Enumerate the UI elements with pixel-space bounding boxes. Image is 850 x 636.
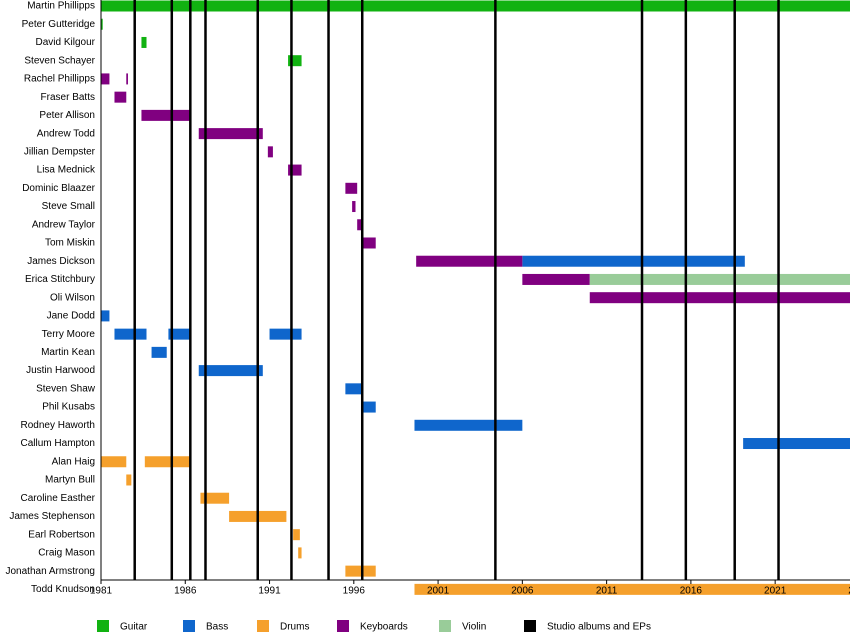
x-tick-label: 2026 (848, 586, 850, 597)
y-tick-label: Steven Shaw (36, 383, 96, 394)
x-tick-label: 2021 (764, 586, 787, 597)
y-tick-label: James Dickson (27, 256, 95, 267)
tenure-bar (352, 201, 356, 213)
tenure-bar (345, 383, 363, 395)
tenure-bar (151, 346, 167, 358)
tenure-bar (101, 73, 110, 85)
legend-swatch (183, 620, 195, 632)
y-tick-label: Rodney Haworth (21, 420, 95, 431)
x-tick-label: 1986 (174, 586, 197, 597)
tenure-bar (141, 109, 191, 121)
tenure-bar (743, 438, 850, 450)
tenure-bar (101, 456, 127, 468)
y-tick-label: Steve Small (42, 201, 95, 212)
tenure-bar (362, 237, 376, 249)
y-tick-label: Fraser Batts (41, 92, 95, 103)
tenure-bar (522, 273, 590, 285)
y-tick-label: Jonathan Armstrong (6, 566, 96, 577)
y-tick-label: Tom Miskin (45, 238, 95, 249)
y-tick-label: Caroline Easther (21, 493, 96, 504)
y-tick-label: David Kilgour (36, 37, 96, 48)
tenure-bar (522, 255, 745, 267)
tenure-bar (345, 182, 358, 194)
legend-label: Violin (462, 622, 486, 633)
tenure-bar (589, 292, 850, 304)
y-tick-label: Lisa Mednick (37, 165, 96, 176)
legend-label: Drums (280, 622, 309, 633)
x-tick-label: 1996 (343, 586, 366, 597)
x-tick-label: 2011 (596, 586, 618, 597)
y-tick-label: Justin Harwood (26, 365, 95, 376)
x-tick-label: 1981 (90, 586, 113, 597)
y-tick-label: Andrew Todd (37, 128, 95, 139)
tenure-bar (589, 273, 850, 285)
y-tick-label: Terry Moore (42, 329, 96, 340)
tenure-bar (114, 91, 127, 103)
tenure-bar (168, 328, 191, 340)
y-tick-label: Steven Schayer (24, 55, 95, 66)
y-tick-label: Martin Kean (41, 347, 95, 358)
y-tick-label: Phil Kusabs (42, 402, 95, 413)
tenure-bar (345, 565, 376, 577)
tenure-bar (298, 547, 302, 559)
legend-label: Guitar (120, 622, 148, 633)
tenure-bar (114, 328, 147, 340)
tenure-bar (101, 310, 110, 322)
y-tick-label: Peter Allison (39, 110, 95, 121)
tenure-bar (101, 18, 103, 30)
tenure-bar (144, 456, 191, 468)
tenure-bar (414, 583, 850, 595)
legend-swatch (337, 620, 349, 632)
tenure-bar (416, 255, 523, 267)
y-tick-label: Callum Hampton (21, 438, 95, 449)
y-tick-label: Dominic Blaazer (22, 183, 95, 194)
tenure-bar (141, 36, 147, 48)
tenure-bar (288, 164, 302, 176)
legend-swatch (439, 620, 451, 632)
x-tick-label: 1991 (258, 586, 281, 597)
y-tick-label: Alan Haig (52, 456, 95, 467)
tenure-bar (414, 419, 523, 431)
legend-label: Bass (206, 622, 228, 633)
tenure-bar (267, 146, 273, 158)
legend-label: Studio albums and EPs (547, 622, 651, 633)
tenure-bar (126, 474, 132, 486)
tenure-bar (357, 219, 363, 231)
tenure-bar (101, 0, 850, 12)
y-tick-label: James Stephenson (9, 511, 95, 522)
tenure-bar (200, 492, 230, 504)
y-tick-label: Craig Mason (38, 548, 95, 559)
tenure-bar (288, 55, 302, 67)
y-tick-label: Martyn Bull (45, 475, 95, 486)
legend-swatch (97, 620, 109, 632)
tenure-bar (126, 73, 128, 85)
y-tick-label: Peter Gutteridge (22, 19, 96, 30)
legend-label: Keyboards (360, 622, 408, 633)
y-tick-label: Martin Phillipps (27, 1, 95, 12)
tenure-bar (269, 328, 302, 340)
y-tick-label: Jane Dodd (47, 311, 95, 322)
tenure-bar (198, 365, 263, 377)
x-tick-label: 2001 (427, 586, 450, 597)
y-tick-label: Erica Stitchbury (25, 274, 95, 285)
tenure-bar (293, 529, 300, 541)
y-tick-label: Jillian Dempster (24, 146, 96, 157)
tenure-bar (198, 128, 263, 140)
y-tick-label: Andrew Taylor (32, 219, 96, 230)
x-tick-label: 2016 (680, 586, 703, 597)
y-tick-label: Rachel Phillipps (24, 74, 95, 85)
x-tick-label: 2006 (511, 586, 534, 597)
legend-swatch (524, 620, 536, 632)
y-tick-label: Earl Robertson (28, 529, 95, 540)
tenure-bar (362, 401, 376, 413)
y-tick-label: Oli Wilson (50, 292, 95, 303)
y-tick-label: Todd Knudson (31, 584, 95, 595)
legend-swatch (257, 620, 269, 632)
